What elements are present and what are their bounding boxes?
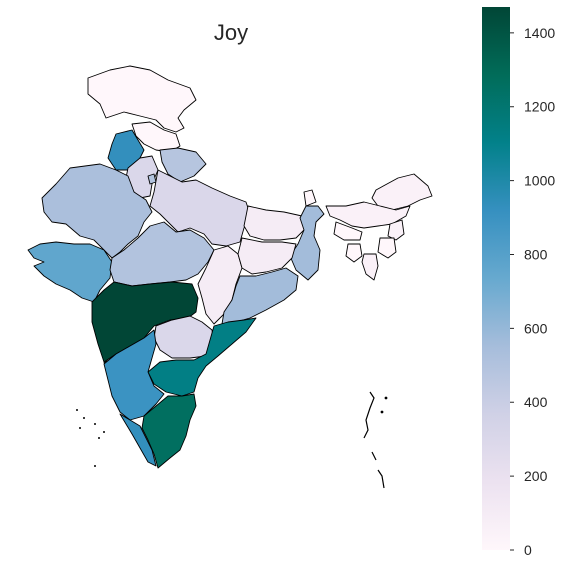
region-bihar	[244, 206, 306, 240]
region-gujarat	[28, 242, 112, 302]
region-mizoram	[362, 254, 378, 280]
colorbar-ticks: 0 200 400 600 800 1000 1200 1400	[510, 25, 555, 558]
colorbar-tick-label: 200	[524, 468, 548, 484]
colorbar-tick-label: 1400	[524, 25, 555, 41]
state-regions	[28, 66, 432, 468]
colorbar-tick-label: 400	[524, 394, 548, 410]
colorbar-tick-label: 600	[524, 320, 548, 336]
andaman-nicobar-islands	[364, 392, 387, 488]
region-sikkim	[304, 190, 316, 206]
region-tripura	[346, 244, 362, 262]
region-jammu-and-kashmir	[88, 66, 196, 132]
colorbar: 0 200 400 600 800 1000 1200 1400	[482, 7, 555, 558]
region-manipur	[378, 238, 396, 258]
colorbar-tick-label: 800	[524, 246, 548, 262]
lakshadweep-islands	[76, 409, 105, 467]
colorbar-tick-label: 1000	[524, 173, 555, 189]
region-delhi	[148, 174, 156, 184]
map-title: Joy	[214, 20, 248, 45]
region-arunachal-pradesh	[372, 174, 432, 210]
colorbar-gradient	[482, 7, 510, 550]
colorbar-tick-label: 1200	[524, 99, 555, 115]
colorbar-tick-label: 0	[524, 542, 532, 558]
